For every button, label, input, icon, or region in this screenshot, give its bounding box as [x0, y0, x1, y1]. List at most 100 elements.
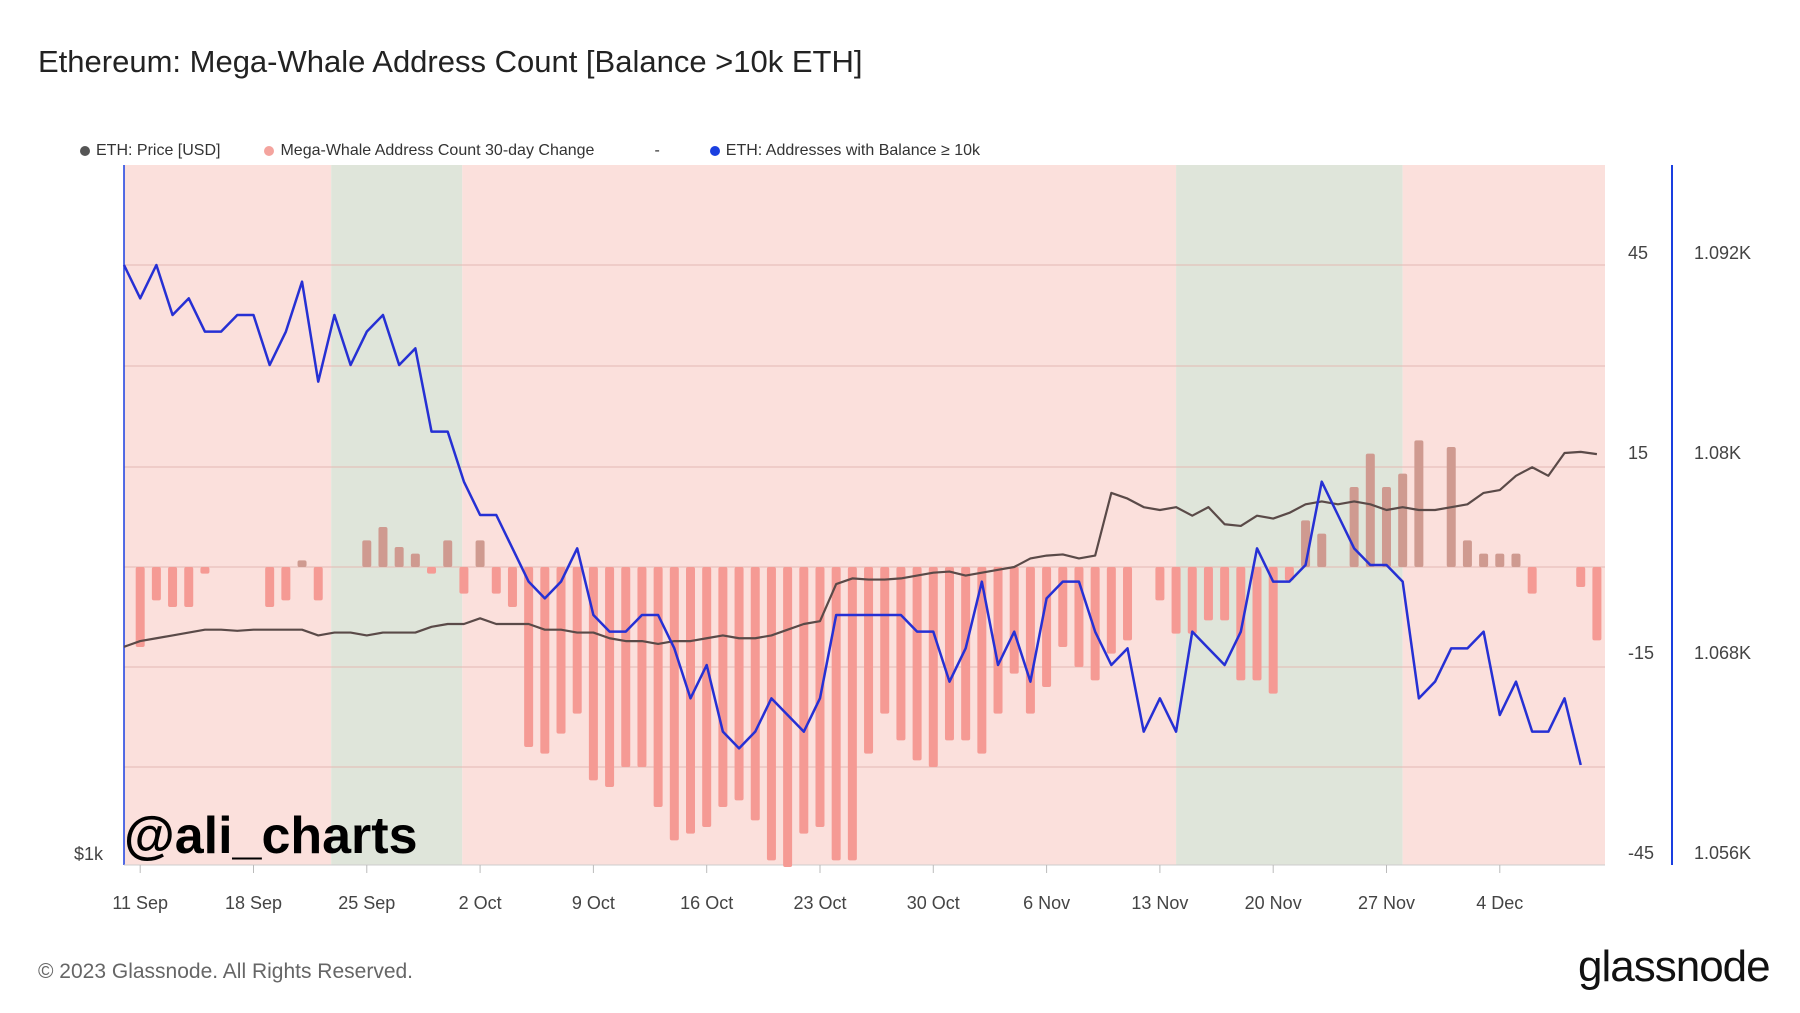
change-bar-76	[1349, 487, 1359, 567]
x-tick-label-3: 2 Oct	[459, 893, 502, 913]
change-bar-37	[718, 567, 728, 807]
x-tick-label-1: 18 Sep	[225, 893, 282, 913]
legend-item-price[interactable]: ETH: Price [USD]	[80, 142, 220, 160]
change-bar-39	[750, 567, 760, 821]
change-bar-25	[524, 567, 534, 747]
change-bar-19	[427, 567, 437, 574]
legend-label-change: Mega-Whale Address Count 30-day Change	[280, 142, 595, 159]
x-tick-label-0: 11 Sep	[112, 893, 168, 913]
change-bar-17	[394, 547, 404, 567]
addresses-line	[122, 263, 1582, 766]
change-bar-9	[265, 567, 275, 607]
change-bar-5	[200, 567, 210, 574]
x-tick-label-2: 25 Sep	[338, 893, 395, 913]
change-bar-42	[799, 567, 809, 834]
band-green-3	[1176, 165, 1403, 865]
x-tick-label-4: 9 Oct	[572, 893, 615, 913]
x-tick-label-10: 20 Nov	[1245, 893, 1302, 913]
change-bar-57	[1042, 567, 1052, 687]
change-bar-33	[653, 567, 663, 807]
change-bar-80	[1414, 440, 1424, 567]
legend-item-change[interactable]: Mega-Whale Address Count 30-day Change	[264, 142, 594, 160]
band-red-4	[1402, 165, 1605, 865]
change-bar-56	[1025, 567, 1035, 714]
x-tick-label-7: 30 Oct	[907, 893, 960, 913]
change-bar-67	[1203, 567, 1213, 621]
x-tick-label-11: 27 Nov	[1358, 893, 1415, 913]
change-bar-30	[605, 567, 615, 787]
legend-separator: -	[654, 142, 660, 159]
mid-axis-tick-3: -45	[1628, 843, 1654, 863]
change-bar-24	[507, 567, 517, 607]
change-bar-31	[621, 567, 631, 767]
change-bar-65	[1171, 567, 1181, 634]
chart-title: Ethereum: Mega-Whale Address Count [Bala…	[38, 44, 863, 79]
change-bar-71	[1268, 567, 1278, 694]
change-bar-26	[540, 567, 550, 754]
change-bar-15	[362, 540, 372, 567]
change-bar-44	[831, 567, 841, 861]
legend-label-addresses: ETH: Addresses with Balance ≥ 10k	[725, 142, 980, 159]
right-axis-tick-0: 1.092K	[1694, 243, 1751, 263]
mid-axis-tick-2: -15	[1628, 643, 1654, 663]
change-bar-35	[686, 567, 696, 834]
change-bar-60	[1090, 567, 1100, 681]
change-bar-28	[572, 567, 582, 714]
band-green-1	[331, 165, 463, 865]
change-bar-66	[1187, 567, 1197, 634]
change-bar-12	[313, 567, 323, 601]
change-bar-36	[702, 567, 712, 827]
change-bar-47	[880, 567, 890, 714]
change-bar-45	[847, 567, 857, 861]
band-red-0	[124, 165, 332, 865]
change-bar-23	[491, 567, 501, 594]
right-axis-tick-2: 1.068K	[1694, 643, 1751, 663]
brand-logo: glassnode	[1578, 942, 1771, 991]
change-bar-4	[184, 567, 194, 607]
change-bar-51	[944, 567, 954, 741]
change-bar-62	[1123, 567, 1133, 641]
legend-label-price: ETH: Price [USD]	[96, 142, 221, 159]
change-bar-20	[443, 540, 453, 567]
change-bar-1	[135, 567, 145, 647]
change-bar-83	[1462, 540, 1472, 567]
change-bar-58	[1058, 567, 1068, 647]
x-tick-label-12: 4 Dec	[1476, 893, 1523, 913]
x-tick-label-6: 23 Oct	[793, 893, 846, 913]
change-bar-34	[669, 567, 679, 841]
change-bar-78	[1381, 487, 1391, 567]
change-bar-79	[1398, 473, 1408, 567]
change-bar-69	[1236, 567, 1246, 681]
watermark: @ali_charts	[124, 807, 418, 865]
change-bar-3	[168, 567, 178, 607]
change-bar-64	[1155, 567, 1165, 601]
legend-item-addresses[interactable]: ETH: Addresses with Balance ≥ 10k	[709, 142, 980, 160]
change-bar-70	[1252, 567, 1262, 681]
change-bar-55	[1009, 567, 1019, 674]
change-bar-85	[1495, 553, 1505, 567]
change-bar-21	[459, 567, 469, 594]
x-tick-label-5: 16 Oct	[680, 893, 733, 913]
change-bar-22	[475, 540, 485, 567]
change-bar-53	[977, 567, 987, 754]
x-tick-label-9: 13 Nov	[1131, 893, 1188, 913]
change-bar-2	[151, 567, 161, 601]
mid-axis-tick-0: 45	[1628, 243, 1648, 263]
change-bar-40	[766, 567, 776, 861]
legend-dot-addresses	[709, 146, 720, 156]
change-bar-18	[410, 553, 420, 567]
x-tick-label-8: 6 Nov	[1023, 893, 1070, 913]
price-line	[123, 450, 1598, 648]
change-bar-61	[1106, 567, 1116, 654]
change-bar-54	[993, 567, 1003, 714]
change-bar-52	[961, 567, 971, 741]
left-axis-label: $1k	[74, 844, 104, 864]
change-bar-38	[734, 567, 744, 801]
change-bar-50	[928, 567, 938, 767]
change-bar-10	[281, 567, 291, 601]
legend-dot-change	[264, 146, 275, 156]
change-bar-74	[1317, 533, 1327, 567]
change-bar-27	[556, 567, 566, 734]
change-bar-16	[378, 527, 388, 567]
